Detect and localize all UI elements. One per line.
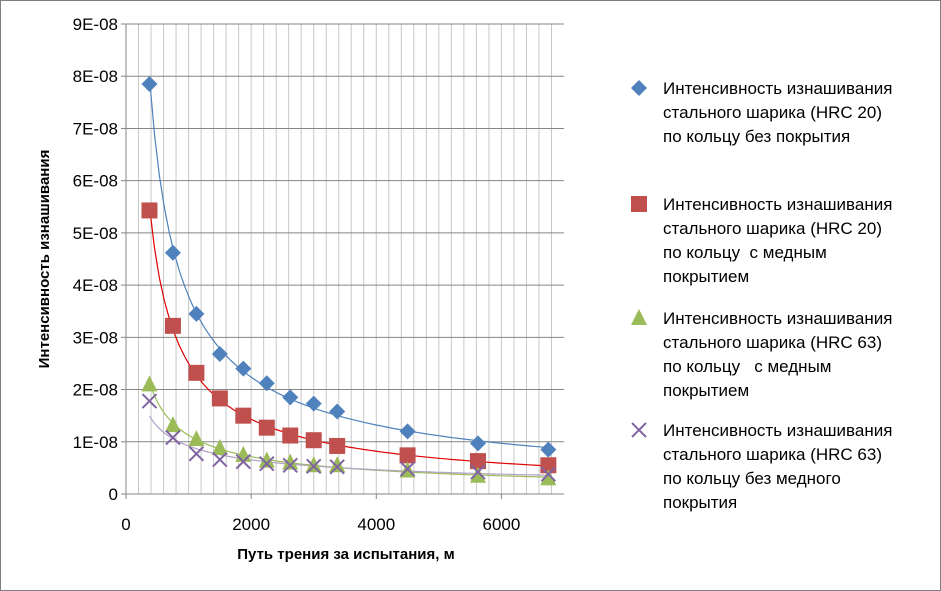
data-point-x: [306, 458, 322, 475]
data-point-square: [188, 364, 205, 381]
legend-label-line: по кольцу без медного: [663, 469, 841, 488]
y-tick-label: 7E-08: [73, 119, 118, 138]
x-tick-label: 2000: [232, 515, 270, 534]
legend-label-line: по кольцу с медным: [663, 243, 827, 262]
data-point-square: [282, 427, 299, 444]
x-tick-label: 4000: [357, 515, 395, 534]
data-point-x: [235, 453, 252, 470]
legend-label-line: стального шарика (HRC 63): [663, 445, 882, 464]
tick-labels: 0 1E-08 2E-08 3E-08 4E-08 5E-08 6E-08 7E-08 8E-0…: [73, 15, 521, 534]
y-tick-label: 2E-08: [73, 381, 118, 400]
data-point-x: [282, 457, 298, 473]
data-point-square: [235, 407, 252, 424]
data-point-triangle: [258, 451, 275, 468]
data-point-triangle: [305, 456, 322, 473]
legend-marker-triangle: [631, 309, 647, 325]
legend-label-line: по кольцу с медным: [663, 357, 831, 376]
legend-label-line: Интенсивность изнашивания: [663, 309, 892, 328]
y-tick-label: 9E-08: [73, 15, 118, 34]
data-point-square: [141, 202, 158, 219]
data-point-x: [165, 429, 181, 446]
y-tick-label: 3E-08: [73, 328, 118, 347]
data-point-square: [211, 390, 228, 407]
data-point-x: [329, 459, 345, 475]
legend-marker-square: [631, 196, 647, 212]
legend-marker-diamond: [631, 80, 647, 96]
legend-label-line: стального шарика (HRC 20): [663, 103, 882, 122]
legend-label-line: стального шарика (HRC 20): [663, 219, 882, 238]
x-tick-label: 6000: [483, 515, 521, 534]
legend-label-line: Интенсивность изнашивания: [663, 79, 892, 98]
y-tick-label: 4E-08: [73, 276, 118, 295]
legend-label-line: покрытия: [663, 493, 737, 512]
data-point-diamond: [399, 423, 416, 440]
legend-label-line: Интенсивность изнашивания: [663, 421, 892, 440]
data-point-diamond: [305, 395, 322, 412]
data-point-x: [188, 446, 205, 462]
legend-label-line: Интенсивность изнашивания: [663, 195, 892, 214]
data-point-diamond: [211, 346, 228, 363]
data-point-x: [141, 393, 158, 409]
data-point-diamond: [540, 441, 557, 458]
data-point-diamond: [258, 375, 275, 392]
data-point-diamond: [235, 360, 252, 377]
y-tick-label: 5E-08: [73, 224, 118, 243]
data-markers: [141, 76, 557, 486]
data-point-x: [470, 464, 486, 480]
data-point-square: [305, 432, 322, 449]
data-point-x: [540, 466, 557, 482]
x-axis-title: Путь трения за испытания, м: [237, 546, 454, 563]
legend-entry: Интенсивность изнашивания стального шарик…: [631, 309, 892, 400]
data-point-x: [259, 456, 275, 472]
data-point-diamond: [282, 389, 299, 406]
legend-label-line: покрытием: [663, 267, 749, 286]
data-point-x: [399, 461, 416, 477]
y-tick-label: 8E-08: [73, 67, 118, 86]
legend: Интенсивность изнашивания стального шарик…: [631, 79, 892, 512]
data-point-triangle: [164, 416, 181, 433]
y-axis-title: Интенсивность изнашивания: [36, 150, 53, 369]
y-tick-label: 0: [109, 485, 118, 504]
y-tick-label: 1E-08: [73, 433, 118, 452]
legend-entry: Интенсивность изнашивания стального шарик…: [631, 195, 892, 286]
data-point-square: [164, 317, 181, 334]
grid: [126, 23, 564, 494]
data-point-diamond: [469, 435, 486, 452]
data-point-triangle: [141, 375, 158, 392]
axes: [121, 23, 564, 499]
legend-label-line: покрытием: [663, 381, 749, 400]
data-point-square: [469, 453, 486, 470]
data-point-square: [329, 437, 346, 454]
legend-label-line: по кольцу без покрытия: [663, 127, 850, 146]
plot-area: [126, 24, 564, 494]
data-point-triangle: [540, 469, 557, 486]
data-point-diamond: [141, 76, 158, 93]
data-point-triangle: [211, 439, 228, 456]
data-point-square: [258, 419, 275, 436]
data-point-diamond: [329, 403, 346, 420]
data-point-triangle: [188, 430, 205, 447]
data-point-triangle: [469, 466, 486, 483]
x-tick-label: 0: [121, 515, 130, 534]
legend-entry: Интенсивность изнашивания стального шарик…: [631, 79, 892, 146]
data-point-triangle: [282, 453, 299, 470]
data-point-x: [212, 451, 228, 468]
legend-marker-x: [631, 422, 647, 438]
data-point-triangle: [329, 456, 346, 473]
data-point-square: [399, 447, 416, 464]
legend-entry: Интенсивность изнашивания стального шарик…: [631, 421, 892, 512]
data-point-diamond: [188, 305, 205, 322]
data-point-diamond: [164, 244, 181, 261]
y-tick-label: 6E-08: [73, 172, 118, 191]
legend-label-line: стального шарика (HRC 63): [663, 333, 882, 352]
